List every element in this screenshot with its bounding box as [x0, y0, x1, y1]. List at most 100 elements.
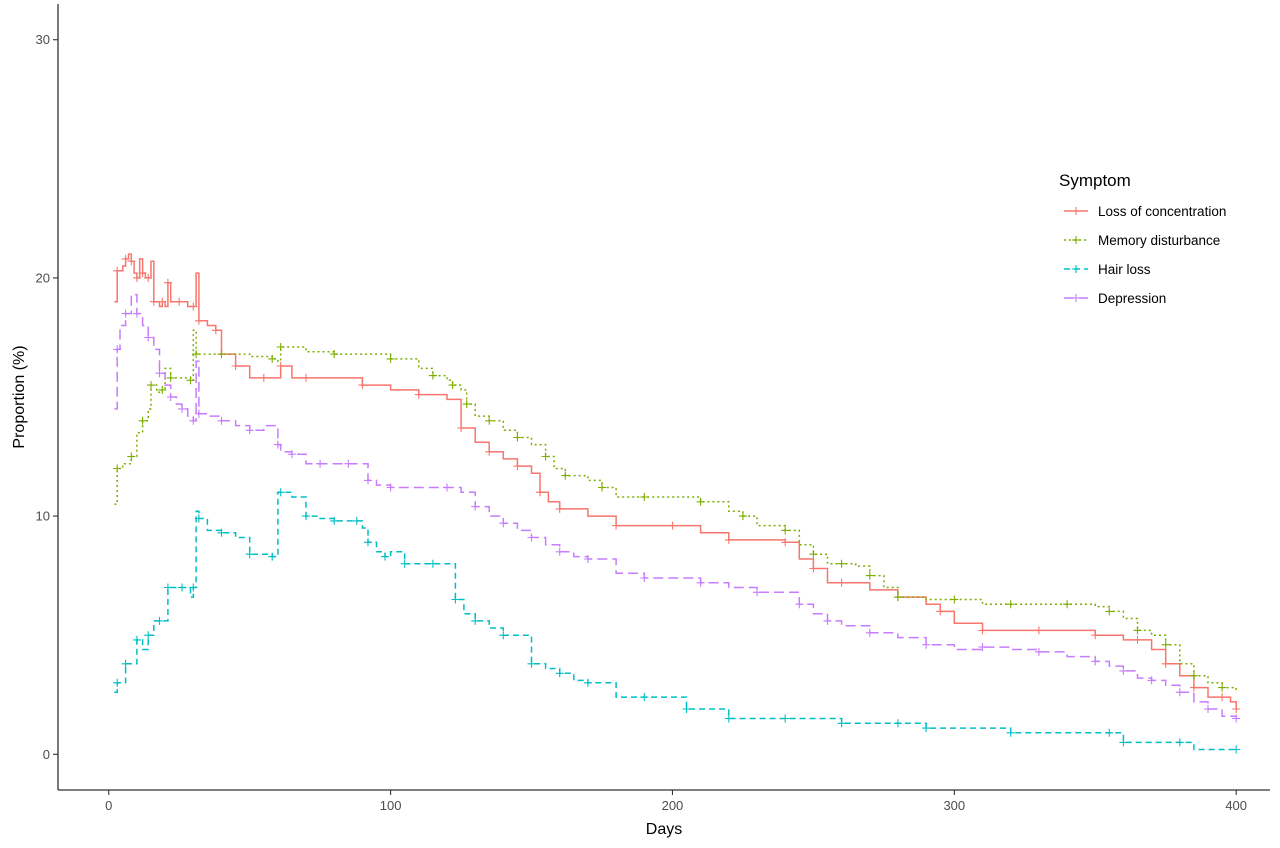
censor-mark: [189, 302, 198, 311]
censor-mark: [158, 385, 167, 394]
censor-mark: [541, 452, 550, 461]
series-hair-loss: [113, 488, 1241, 754]
censor-mark: [1034, 626, 1043, 635]
censor-mark: [400, 559, 409, 568]
series-loss-of-concentration: [113, 253, 1241, 713]
legend-key-mark: [1072, 236, 1080, 244]
censor-mark: [795, 600, 804, 609]
censor-mark: [513, 462, 522, 471]
censor-mark: [527, 659, 536, 668]
censor-mark: [738, 512, 747, 521]
censor-mark: [386, 483, 395, 492]
censor-mark: [155, 616, 164, 625]
censor-mark: [302, 373, 310, 382]
censor-mark: [462, 400, 471, 409]
censor-mark: [211, 326, 220, 335]
series-depression: [113, 293, 1241, 723]
x-tick-label: 300: [943, 798, 965, 813]
censor-mark: [268, 354, 277, 363]
censor-mark: [364, 538, 372, 547]
censor-mark: [555, 669, 564, 678]
legend-items: Loss of concentration Memory disturbance H…: [1064, 204, 1226, 306]
censor-mark: [1232, 705, 1241, 713]
legend-item: Memory disturbance: [1064, 233, 1220, 248]
censor-mark: [598, 483, 606, 492]
censor-mark: [194, 409, 203, 418]
censor-mark: [1119, 666, 1128, 675]
censor-mark: [268, 552, 277, 561]
censor-mark: [1034, 647, 1043, 656]
x-axis-ticks: 0 100 200 300 400: [105, 790, 1247, 813]
censor-mark: [781, 538, 790, 547]
censor-mark: [527, 533, 536, 542]
censor-mark: [1218, 683, 1227, 692]
series-memory-disturbance: [113, 329, 1237, 693]
censor-mark: [316, 459, 325, 468]
legend-label: Depression: [1098, 291, 1166, 306]
censor-mark: [166, 373, 175, 382]
censor-mark: [485, 447, 494, 456]
censor-mark: [189, 416, 198, 425]
censor-mark: [231, 362, 240, 370]
censor-mark: [132, 635, 141, 644]
censor-mark: [1189, 683, 1198, 692]
censor-mark: [781, 714, 790, 723]
censor-mark: [259, 373, 268, 382]
legend-item: Hair loss: [1064, 262, 1151, 277]
censor-mark: [1189, 671, 1198, 680]
censor-mark: [555, 547, 564, 556]
censor-mark: [381, 552, 389, 561]
censor-mark: [344, 459, 353, 468]
censor-mark: [583, 555, 592, 563]
x-tick-label: 400: [1225, 798, 1247, 813]
y-tick-label: 10: [36, 509, 50, 524]
censor-mark: [175, 297, 184, 306]
censor-mark: [287, 450, 296, 459]
censor-mark: [1063, 600, 1072, 609]
censor-mark: [330, 516, 339, 525]
censor-mark: [144, 631, 153, 640]
censor-mark: [245, 550, 254, 559]
legend-key-mark: [1072, 265, 1080, 273]
censor-mark: [113, 345, 122, 354]
x-tick-label: 100: [380, 798, 402, 813]
censor-mark: [189, 583, 198, 592]
censor-mark: [386, 354, 395, 363]
censor-mark: [536, 488, 544, 497]
censor-mark: [724, 535, 733, 544]
censor-mark: [865, 628, 874, 637]
censor-mark: [217, 528, 226, 537]
censor-mark: [865, 571, 874, 580]
censor-mark: [696, 578, 705, 587]
censor-mark: [837, 719, 846, 728]
legend-title: Symptom: [1059, 171, 1131, 190]
censor-mark: [138, 416, 147, 425]
censor-mark: [330, 350, 339, 359]
censor-mark: [1133, 626, 1142, 635]
legend-key-mark: [1072, 207, 1080, 215]
censor-mark: [302, 512, 310, 521]
censor-mark: [428, 371, 437, 380]
censor-mark: [471, 502, 480, 511]
x-axis-title: Days: [646, 821, 682, 838]
censor-mark: [178, 404, 186, 413]
censor-mark: [144, 273, 153, 282]
censor-mark: [1119, 738, 1128, 747]
censor-mark: [724, 714, 733, 723]
legend-item: Loss of concentration: [1064, 204, 1226, 219]
censor-mark: [668, 521, 677, 530]
censor-mark: [682, 705, 691, 713]
legend-key-mark: [1072, 294, 1080, 302]
plot-area: [113, 253, 1241, 754]
censor-mark: [443, 483, 451, 492]
series-layer: [113, 253, 1241, 754]
censor-mark: [273, 440, 282, 449]
censor-mark: [132, 309, 141, 318]
legend-label: Hair loss: [1098, 262, 1151, 277]
censor-mark: [113, 678, 122, 687]
censor-mark: [155, 369, 164, 378]
censor-mark: [163, 278, 172, 287]
censor-mark: [1204, 705, 1212, 713]
censor-mark: [194, 514, 203, 523]
censor-mark: [178, 583, 186, 592]
